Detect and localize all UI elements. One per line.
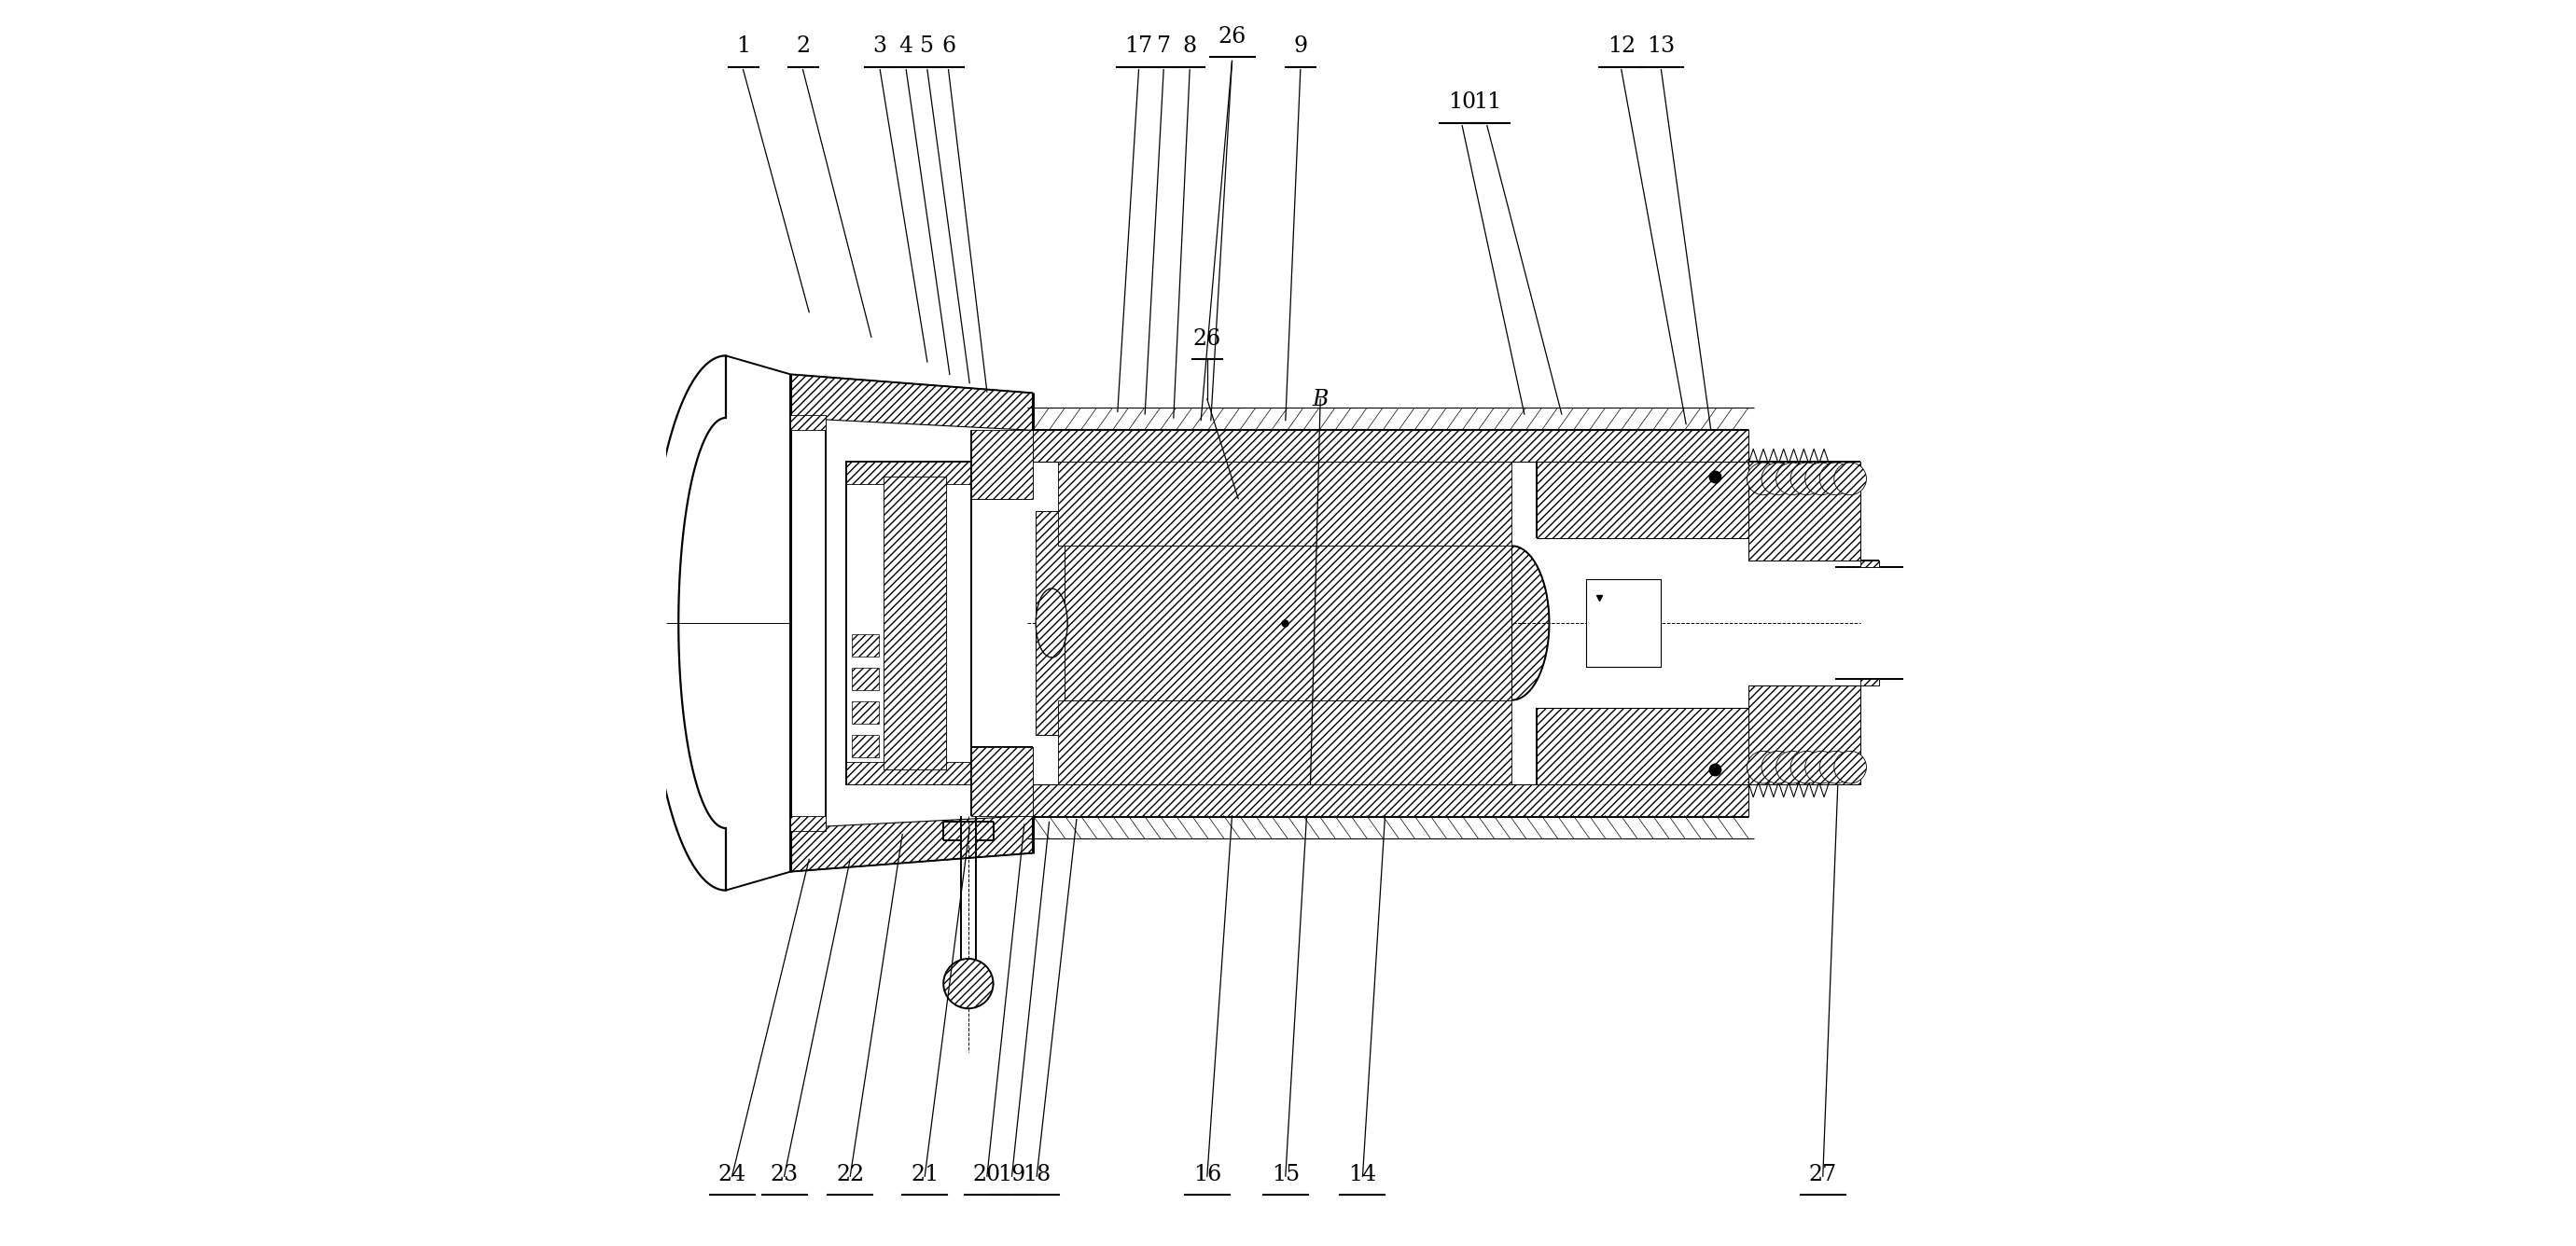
Text: 22: 22 bbox=[837, 1164, 866, 1185]
Text: 4: 4 bbox=[899, 36, 912, 57]
Bar bbox=[853, 634, 878, 657]
Text: 23: 23 bbox=[770, 1164, 799, 1185]
Text: 20: 20 bbox=[974, 1164, 1002, 1185]
Bar bbox=[971, 748, 1033, 816]
Bar bbox=[853, 701, 878, 724]
Bar bbox=[1538, 708, 1749, 785]
Bar bbox=[1033, 785, 1749, 816]
Bar bbox=[1033, 430, 1749, 461]
Text: 16: 16 bbox=[1193, 1164, 1221, 1185]
Bar bbox=[971, 430, 1033, 498]
Bar bbox=[1860, 679, 1878, 685]
Circle shape bbox=[1775, 462, 1808, 495]
Bar bbox=[1749, 685, 1860, 785]
Text: 6: 6 bbox=[940, 36, 956, 57]
Bar bbox=[1538, 461, 1749, 538]
Polygon shape bbox=[791, 374, 1033, 430]
Bar bbox=[848, 461, 971, 483]
Bar bbox=[1059, 700, 1512, 785]
Text: 14: 14 bbox=[1347, 1164, 1376, 1185]
Text: B: B bbox=[1311, 389, 1329, 410]
Bar bbox=[1036, 511, 1064, 735]
Text: 17: 17 bbox=[1126, 36, 1154, 57]
Circle shape bbox=[1806, 751, 1837, 784]
Bar bbox=[791, 816, 824, 831]
Text: 1: 1 bbox=[737, 36, 750, 57]
Circle shape bbox=[1834, 751, 1868, 784]
Text: 15: 15 bbox=[1273, 1164, 1298, 1185]
Text: 8: 8 bbox=[1182, 36, 1198, 57]
Text: 12: 12 bbox=[1607, 36, 1636, 57]
Text: 9: 9 bbox=[1293, 36, 1309, 57]
Bar bbox=[853, 668, 878, 690]
Circle shape bbox=[1762, 751, 1793, 784]
Text: 27: 27 bbox=[1808, 1164, 1837, 1185]
Bar bbox=[791, 415, 824, 430]
Bar bbox=[1059, 546, 1512, 700]
Circle shape bbox=[1790, 751, 1824, 784]
Bar bbox=[1860, 561, 1878, 567]
Circle shape bbox=[1790, 462, 1824, 495]
Text: 5: 5 bbox=[920, 36, 935, 57]
Text: 24: 24 bbox=[719, 1164, 747, 1185]
Text: 11: 11 bbox=[1473, 92, 1502, 113]
Circle shape bbox=[943, 958, 994, 1008]
Text: 2: 2 bbox=[796, 36, 809, 57]
Bar bbox=[1749, 461, 1860, 561]
Text: 26: 26 bbox=[1218, 26, 1247, 47]
Text: 26: 26 bbox=[1193, 328, 1221, 349]
Text: 10: 10 bbox=[1448, 92, 1476, 113]
Circle shape bbox=[1819, 751, 1852, 784]
Bar bbox=[1036, 511, 1064, 735]
Bar bbox=[1587, 579, 1662, 667]
Text: 21: 21 bbox=[912, 1164, 938, 1185]
Bar bbox=[853, 735, 878, 758]
Text: 19: 19 bbox=[997, 1164, 1025, 1185]
Bar bbox=[884, 476, 945, 770]
Bar bbox=[848, 763, 971, 785]
Circle shape bbox=[1834, 462, 1868, 495]
Polygon shape bbox=[1512, 546, 1548, 700]
Text: 18: 18 bbox=[1023, 1164, 1051, 1185]
Text: 7: 7 bbox=[1157, 36, 1170, 57]
Bar bbox=[1587, 579, 1662, 667]
Bar bbox=[1059, 461, 1512, 546]
Circle shape bbox=[1747, 751, 1780, 784]
Circle shape bbox=[1775, 751, 1808, 784]
Text: 3: 3 bbox=[873, 36, 886, 57]
Text: 13: 13 bbox=[1646, 36, 1674, 57]
Bar bbox=[884, 476, 945, 770]
Circle shape bbox=[1819, 462, 1852, 495]
Polygon shape bbox=[791, 816, 1033, 872]
Ellipse shape bbox=[1036, 589, 1066, 657]
Circle shape bbox=[1747, 462, 1780, 495]
Circle shape bbox=[1762, 462, 1793, 495]
Circle shape bbox=[1806, 462, 1837, 495]
Ellipse shape bbox=[1036, 589, 1066, 657]
Bar bbox=[848, 461, 971, 785]
